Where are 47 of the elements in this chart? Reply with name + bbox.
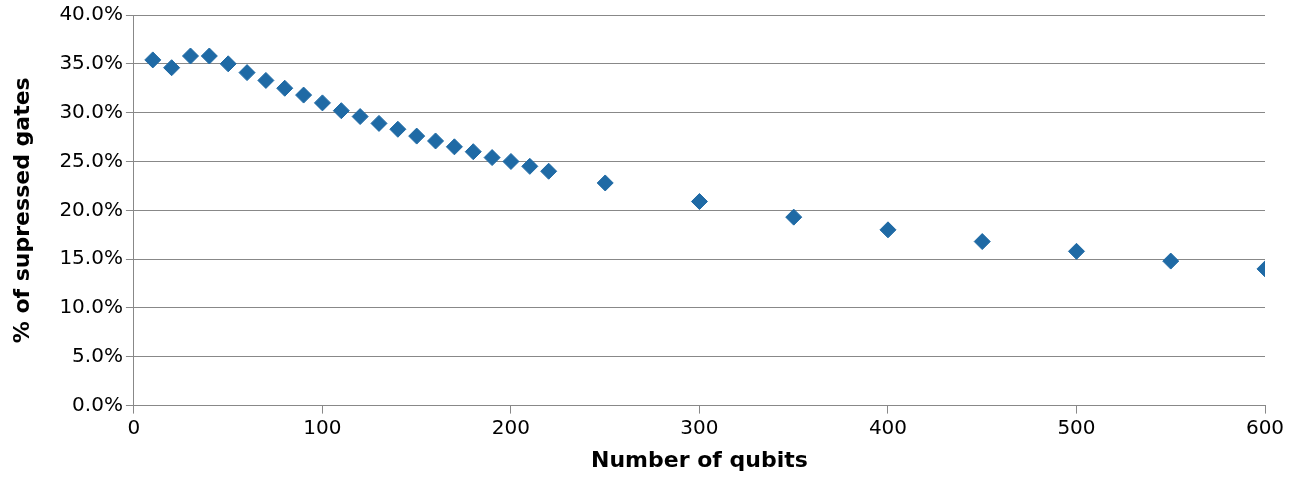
point: [521, 157, 539, 175]
point: [483, 149, 501, 167]
y-axis-title: % of supressed gates: [8, 77, 34, 344]
y-tick-label: 25.0%: [59, 147, 123, 172]
point: [464, 143, 482, 161]
x-tick-label: 600: [1245, 414, 1285, 439]
x-tick-label: 100: [303, 414, 342, 439]
y-tick-label: 0.0%: [72, 391, 123, 416]
x-tick-label: 300: [680, 414, 719, 439]
point: [690, 193, 708, 211]
point: [1162, 252, 1180, 270]
x-tick-label: 0: [127, 414, 141, 439]
point: [879, 221, 897, 239]
point: [596, 174, 614, 192]
x-tick-label: 500: [1057, 414, 1096, 439]
point: [144, 51, 162, 69]
y-tick-label: 30.0%: [59, 98, 123, 123]
x-axis-title: Number of qubits: [591, 446, 808, 472]
point: [408, 127, 426, 145]
point: [276, 79, 294, 97]
point: [540, 162, 558, 180]
y-tick-label: 5.0%: [72, 342, 123, 367]
y-tick-label: 40.0%: [59, 1, 123, 26]
point: [219, 55, 237, 73]
x-tick-label: 400: [868, 414, 908, 439]
y-tick-label: 10.0%: [59, 294, 123, 319]
y-tick-label: 20.0%: [59, 196, 123, 221]
point: [351, 108, 369, 126]
point: [257, 71, 275, 89]
point: [370, 114, 388, 132]
point: [200, 47, 218, 65]
point: [502, 152, 520, 170]
y-tick-label: 15.0%: [59, 245, 123, 270]
x-tick-label: 200: [491, 414, 531, 439]
point: [1067, 242, 1085, 260]
point: [332, 102, 350, 120]
point: [389, 120, 407, 138]
y-tick-label: 35.0%: [59, 50, 123, 75]
point: [973, 233, 991, 251]
point: [238, 64, 256, 82]
point: [181, 47, 199, 65]
point: [427, 132, 445, 150]
point: [313, 94, 331, 112]
point: [445, 138, 463, 156]
point: [785, 208, 803, 226]
point: [295, 86, 313, 104]
point: [163, 59, 181, 77]
